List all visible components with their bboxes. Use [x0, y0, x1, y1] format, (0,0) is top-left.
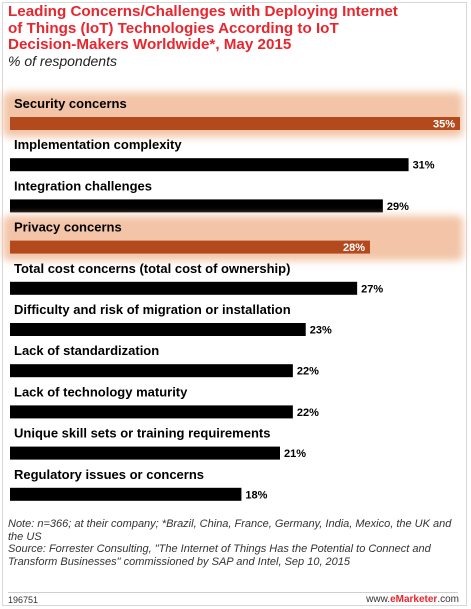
value-label: 22%: [297, 407, 319, 419]
category-label: Regulatory issues or concerns: [14, 467, 204, 482]
category-label: Lack of technology maturity: [14, 384, 188, 399]
value-label: 21%: [284, 448, 306, 460]
footnote-source: Source: Forrester Consulting, "The Inter…: [8, 543, 431, 568]
site-suffix: .com: [437, 594, 459, 605]
bar-total-cost-concerns-total-cost-of-ownership: [10, 281, 358, 295]
footnote-note: Note: n=366; at their company; *Brazil, …: [8, 518, 452, 543]
emarketer-link[interactable]: www.eMarketer.com: [366, 594, 459, 605]
category-label: Lack of standardization: [14, 343, 159, 358]
category-label: Integration challenges: [14, 178, 152, 193]
category-label: Difficulty and risk of migration or inst…: [14, 302, 291, 317]
bar-lack-of-standardization: [10, 364, 293, 378]
site-brand: eMarketer: [390, 594, 438, 605]
bar-regulatory-issues-or-concerns: [10, 487, 242, 501]
category-label: Security concerns: [14, 96, 127, 111]
bar-security-concerns: [10, 117, 460, 130]
category-label: Privacy concerns: [14, 220, 122, 235]
chart-id: 196751: [8, 595, 39, 605]
chart-subtitle: % of respondents: [8, 53, 117, 69]
bar-chart: Security concerns 35% Implementation compl…: [3, 92, 463, 501]
footnote: Note: n=366; at their company; *Brazil, …: [8, 518, 463, 568]
category-label: Unique skill sets or training requiremen…: [14, 426, 270, 441]
bar-lack-of-technology-maturity: [10, 405, 293, 419]
category-label: Total cost concerns (total cost of owner…: [14, 261, 290, 276]
value-label: 18%: [245, 489, 267, 501]
footer-divider: [8, 592, 458, 593]
value-label: 23%: [310, 325, 332, 337]
bar-difficulty-and-risk-of-migration-or-installation: [10, 323, 306, 336]
chart-title: Leading Concerns/Challenges with Deployi…: [8, 3, 398, 53]
value-label: 28%: [343, 242, 365, 254]
bar-integration-challenges: [10, 199, 383, 213]
value-label: 29%: [387, 201, 409, 213]
site-prefix: www.: [366, 594, 391, 605]
value-label: 31%: [413, 160, 435, 172]
value-label: 27%: [361, 283, 383, 295]
value-label: 35%: [433, 119, 455, 131]
chart-frame: [2, 2, 467, 606]
category-label: Implementation complexity: [14, 137, 182, 152]
bar-implementation-complexity: [10, 158, 409, 172]
bar-unique-skill-sets-or-training-requirements: [10, 446, 280, 460]
bar-privacy-concerns: [10, 240, 370, 254]
value-label: 22%: [297, 366, 319, 378]
